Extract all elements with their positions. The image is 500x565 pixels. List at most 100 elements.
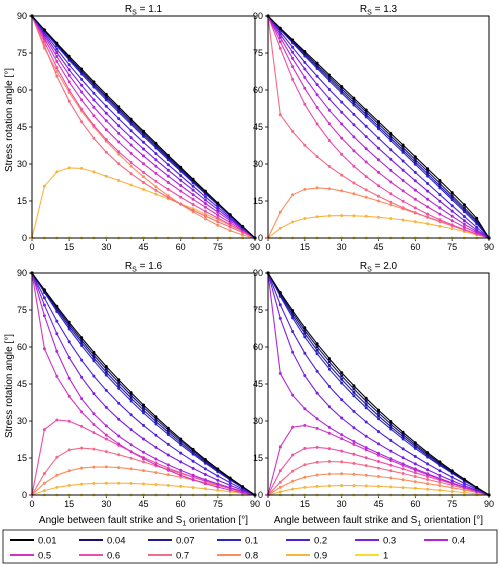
- series-0.2: [30, 271, 257, 497]
- data-point: [413, 158, 417, 162]
- data-point: [340, 189, 344, 193]
- series-0.01: [30, 14, 257, 240]
- data-point: [55, 59, 59, 63]
- data-point: [291, 453, 295, 457]
- data-point: [142, 408, 145, 412]
- data-point: [389, 148, 393, 152]
- data-point: [117, 150, 121, 154]
- data-point: [291, 393, 295, 397]
- data-point: [291, 487, 295, 491]
- data-point: [401, 146, 405, 150]
- data-point: [450, 469, 454, 473]
- data-point: [166, 466, 170, 470]
- data-point: [179, 437, 183, 441]
- data-point: [179, 460, 183, 464]
- data-point: [340, 152, 344, 156]
- data-point: [303, 102, 307, 106]
- panel-title-subscript: S: [132, 267, 137, 274]
- data-point: [55, 418, 59, 422]
- data-point: [377, 120, 380, 124]
- y-tick-label: 0: [258, 490, 263, 500]
- data-point: [352, 394, 356, 398]
- data-point: [462, 477, 466, 481]
- data-point: [203, 478, 207, 482]
- data-point: [377, 122, 380, 126]
- data-point: [129, 172, 133, 176]
- series-0.3: [30, 14, 257, 240]
- data-point: [278, 316, 282, 320]
- data-point: [462, 228, 466, 232]
- data-point: [364, 160, 368, 164]
- data-point: [291, 220, 295, 224]
- data-point: [129, 396, 133, 400]
- data-point: [129, 136, 133, 140]
- x-tick-label: 90: [250, 499, 260, 509]
- data-point: [303, 485, 307, 489]
- data-point: [42, 288, 46, 292]
- data-point: [315, 352, 319, 356]
- data-point: [450, 475, 454, 479]
- data-point: [377, 475, 380, 478]
- data-point: [142, 423, 145, 427]
- data-point: [352, 181, 356, 185]
- data-point: [154, 164, 158, 168]
- data-point: [117, 105, 121, 109]
- data-point: [401, 148, 405, 152]
- series-0.1: [30, 14, 257, 240]
- data-point: [377, 146, 380, 150]
- data-point: [426, 478, 430, 481]
- data-point: [377, 411, 380, 415]
- data-point: [55, 41, 59, 45]
- data-point: [55, 74, 59, 78]
- plot-frame: [267, 15, 490, 239]
- data-point: [179, 468, 183, 472]
- data-point: [92, 170, 96, 174]
- data-point: [228, 481, 232, 485]
- data-point: [315, 342, 319, 346]
- data-point: [216, 201, 220, 205]
- data-point: [303, 50, 307, 53]
- data-point: [154, 463, 158, 467]
- data-point: [166, 174, 170, 178]
- y-tick-label: 45: [17, 379, 27, 389]
- data-point: [426, 472, 430, 476]
- data-point: [92, 136, 96, 140]
- plot-frame: [31, 272, 256, 496]
- data-point: [389, 168, 393, 172]
- data-point: [352, 192, 356, 196]
- data-point: [352, 390, 356, 394]
- data-point: [352, 484, 356, 488]
- data-point: [154, 152, 158, 156]
- data-point: [303, 423, 307, 427]
- data-point: [327, 88, 331, 91]
- data-point: [80, 120, 84, 124]
- data-point: [67, 356, 71, 360]
- legend-item-0.9: 0.9: [286, 551, 327, 562]
- data-point: [352, 440, 356, 443]
- data-point: [216, 223, 220, 227]
- data-point: [462, 484, 466, 488]
- data-point: [80, 77, 84, 81]
- data-point: [67, 376, 71, 380]
- data-point: [438, 179, 442, 182]
- x-axis-label-part: orientation [°]: [421, 515, 483, 526]
- data-point: [166, 463, 170, 467]
- data-point: [166, 163, 170, 167]
- data-point: [450, 479, 454, 483]
- data-point: [364, 396, 368, 400]
- data-point: [426, 215, 430, 219]
- x-tick-label: 45: [138, 242, 148, 252]
- data-point: [216, 205, 220, 209]
- data-point: [389, 485, 393, 489]
- data-point: [340, 416, 344, 420]
- data-point: [401, 199, 405, 203]
- data-point: [216, 478, 220, 482]
- data-point: [117, 384, 121, 387]
- panel-title-part: R: [360, 261, 367, 272]
- data-point: [401, 456, 405, 460]
- series-0.01: [266, 271, 491, 497]
- data-point: [327, 405, 331, 409]
- data-point: [166, 187, 170, 191]
- x-tick-label: 60: [410, 242, 420, 252]
